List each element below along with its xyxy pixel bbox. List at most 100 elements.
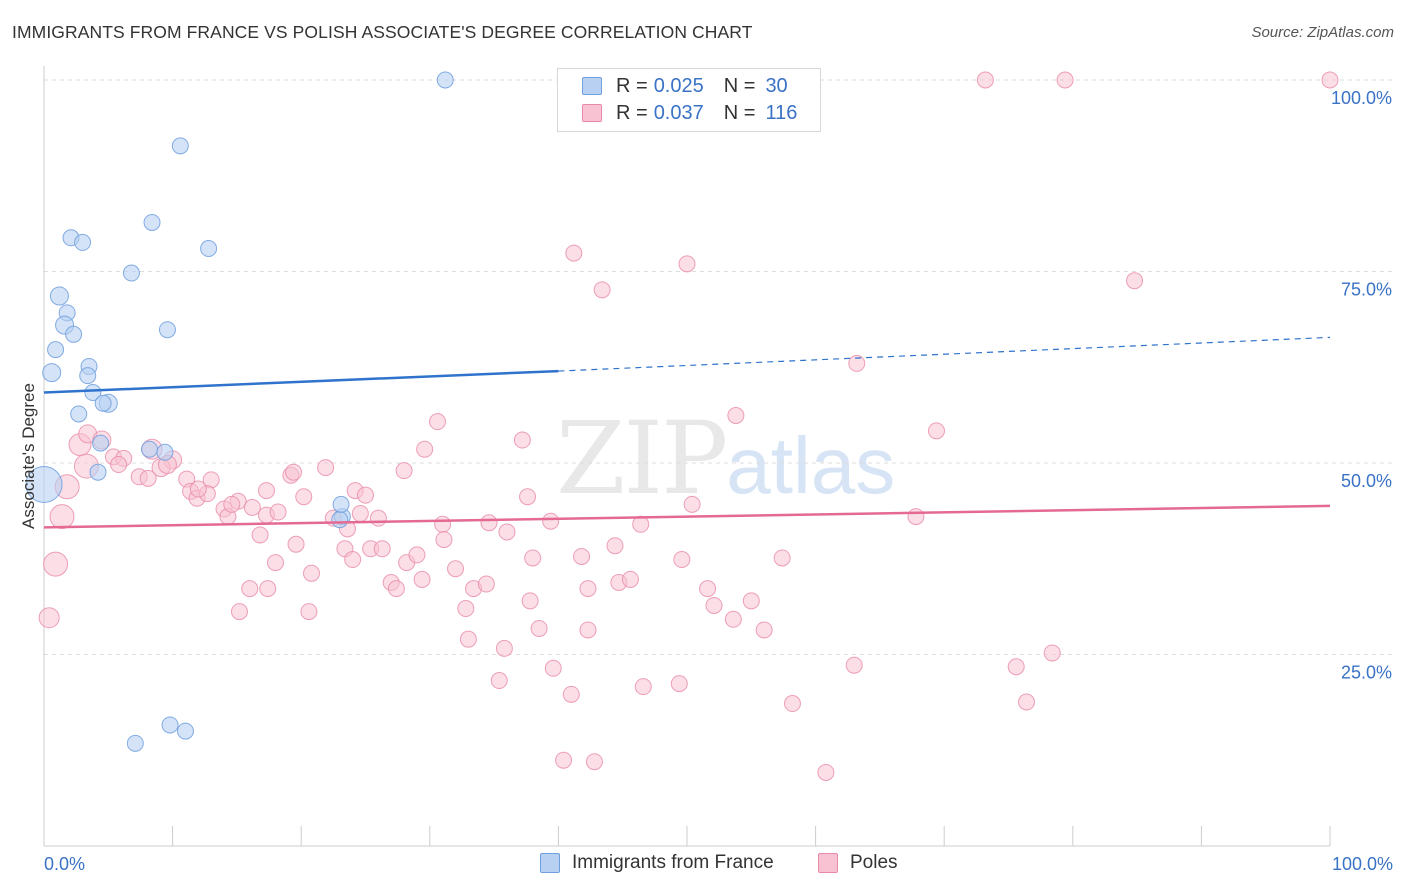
data-point-poles	[673, 551, 691, 569]
legend-r-value: 0.037	[653, 101, 704, 124]
data-point-france	[156, 443, 174, 461]
legend-r-value: 0.025	[653, 74, 704, 97]
data-point-poles	[773, 549, 791, 567]
data-point-poles	[593, 281, 611, 299]
legend-n-value: 30	[765, 74, 788, 97]
data-point-poles	[621, 570, 639, 588]
data-point-poles	[480, 514, 498, 532]
data-point-poles	[434, 515, 452, 533]
correlation-legend: R = 0.025 N = 30 R = 0.037 N = 116	[557, 68, 821, 132]
legend-swatch-poles	[582, 104, 602, 122]
data-point-poles	[257, 482, 275, 500]
data-point-poles	[555, 751, 573, 769]
data-point-poles	[457, 600, 475, 618]
data-point-poles	[845, 656, 863, 674]
data-point-poles	[1321, 71, 1339, 89]
series-poles-points	[38, 71, 1339, 781]
data-point-poles	[742, 592, 760, 610]
data-point-poles	[189, 480, 207, 498]
data-point-poles	[302, 564, 320, 582]
y-tick-label: 25.0%	[1341, 663, 1392, 683]
data-point-poles	[1018, 693, 1036, 711]
data-point-poles	[139, 469, 157, 487]
data-point-poles	[907, 508, 925, 526]
legend-swatch-poles	[818, 853, 838, 873]
data-point-poles	[783, 695, 801, 713]
data-point-france	[122, 264, 140, 282]
legend-r-label: R =	[616, 101, 648, 124]
data-point-france	[94, 394, 112, 412]
data-point-poles	[416, 440, 434, 458]
data-point-poles	[727, 407, 745, 425]
data-point-poles	[495, 639, 513, 657]
data-point-poles	[251, 526, 269, 544]
data-point-poles	[683, 495, 701, 513]
data-point-poles	[542, 512, 560, 530]
data-point-france	[25, 465, 63, 503]
legend-n-label: N =	[723, 101, 756, 124]
data-point-france	[49, 286, 69, 306]
data-point-poles	[530, 619, 548, 637]
data-point-france	[74, 233, 92, 251]
data-point-france	[200, 240, 218, 258]
data-point-france	[70, 405, 88, 423]
data-point-poles	[562, 685, 580, 703]
data-point-poles	[49, 504, 75, 530]
data-point-poles	[447, 560, 465, 578]
data-point-poles	[606, 537, 624, 555]
watermark-atlas: atlas	[726, 421, 896, 510]
data-point-poles	[259, 580, 277, 598]
data-point-france	[331, 511, 349, 529]
data-point-poles	[565, 244, 583, 262]
data-point-france	[140, 440, 158, 458]
x-tick-label: 0.0%	[44, 854, 85, 874]
data-point-poles	[300, 603, 318, 621]
x-tick-label: 100.0%	[1332, 854, 1393, 874]
legend-n-value: 116	[765, 101, 798, 124]
data-point-france	[436, 71, 454, 89]
y-tick-label: 75.0%	[1341, 280, 1392, 300]
data-point-poles	[413, 570, 431, 588]
data-point-poles	[395, 462, 413, 480]
y-tick-label: 50.0%	[1341, 471, 1392, 491]
trend-line-france	[43, 369, 559, 394]
data-point-poles	[369, 509, 387, 527]
legend-r-label: R =	[616, 74, 648, 97]
series-france-points	[25, 71, 454, 752]
data-point-france	[158, 321, 176, 339]
data-point-poles	[678, 255, 696, 273]
legend-label-poles: Poles	[850, 852, 898, 873]
data-point-france	[65, 325, 83, 343]
data-point-poles	[38, 607, 60, 629]
data-point-poles	[266, 554, 284, 572]
watermark: ZIPatlas	[556, 400, 895, 517]
data-point-poles	[408, 546, 426, 564]
page-title: IMMIGRANTS FROM FRANCE VS POLISH ASSOCIA…	[12, 22, 753, 42]
data-point-france	[42, 363, 62, 383]
data-point-poles	[927, 422, 945, 440]
data-point-poles	[459, 630, 477, 648]
data-point-france	[176, 722, 194, 740]
data-point-poles	[498, 523, 516, 541]
data-point-poles	[521, 592, 539, 610]
data-point-france	[79, 367, 97, 385]
data-point-france	[161, 716, 179, 734]
data-point-poles	[110, 456, 128, 474]
data-point-poles	[490, 672, 508, 690]
data-point-poles	[705, 596, 723, 614]
data-point-poles	[477, 575, 495, 593]
data-point-france	[89, 463, 107, 481]
data-point-poles	[344, 551, 362, 569]
data-point-poles	[513, 431, 531, 449]
data-point-france	[92, 434, 110, 452]
data-point-poles	[387, 580, 405, 598]
data-point-france	[126, 734, 144, 752]
legend-row-france: R = 0.025 N = 30	[582, 73, 788, 99]
data-point-poles	[1126, 272, 1144, 290]
data-point-poles	[43, 551, 69, 577]
data-point-poles	[634, 678, 652, 696]
data-point-poles	[1007, 658, 1025, 676]
data-point-poles	[670, 675, 688, 693]
legend-item-poles: Poles	[818, 852, 898, 874]
legend-label-france: Immigrants from France	[572, 852, 774, 873]
